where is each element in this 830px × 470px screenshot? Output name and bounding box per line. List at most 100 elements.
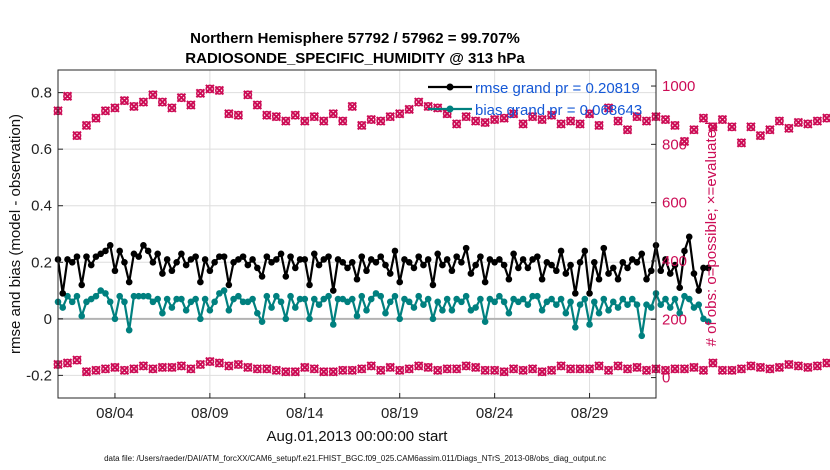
- bias-point: [187, 298, 195, 306]
- bias-point: [287, 292, 294, 300]
- bias-point: [154, 295, 161, 303]
- bias-point: [685, 295, 693, 303]
- bias-point: [467, 307, 475, 314]
- rmse-point: [671, 261, 679, 269]
- rmse-point: [235, 256, 242, 263]
- rmse-point: [401, 256, 408, 263]
- rmse-point: [173, 258, 180, 266]
- x-axis-label: Aug.01,2013 00:00:00 start: [267, 428, 449, 445]
- rmse-point: [130, 250, 138, 258]
- rmse-point: [87, 261, 95, 269]
- footnote-data-file: data file: /Users/raeder/DAI/ATM_forcXX/…: [104, 454, 606, 463]
- rmse-point: [268, 258, 275, 266]
- rmse-point: [415, 253, 422, 260]
- rmse-point: [500, 261, 508, 269]
- obs-count-marker: [461, 111, 471, 122]
- obs-count-marker: [736, 138, 747, 148]
- rmse-point: [496, 256, 503, 263]
- rmse-point: [453, 253, 460, 260]
- rmse-point: [277, 250, 285, 258]
- bias-point: [681, 292, 688, 300]
- obs-count-marker: [603, 103, 614, 113]
- rmse-point: [386, 270, 394, 277]
- bias-point: [301, 295, 309, 303]
- bias-point: [239, 298, 247, 306]
- bias-point: [576, 301, 584, 308]
- obs-count-marker: [129, 101, 139, 112]
- bias-point: [116, 292, 123, 300]
- bias-point: [220, 287, 228, 294]
- bias-point: [695, 301, 703, 308]
- bias-point: [515, 298, 522, 306]
- obs-count-marker-low: [252, 364, 263, 374]
- rmse-point: [258, 273, 266, 280]
- obs-count-marker: [641, 116, 652, 126]
- obs-count-marker: [138, 97, 149, 107]
- rmse-point: [424, 256, 432, 263]
- bias-point: [614, 304, 622, 311]
- obs-count-marker: [499, 113, 509, 123]
- rmse-point: [206, 267, 214, 275]
- y-tick-label-right: 800: [662, 136, 687, 153]
- obs-count-marker: [670, 120, 680, 131]
- rmse-point: [704, 264, 712, 272]
- bias-point: [505, 309, 513, 317]
- bias-point: [216, 290, 223, 297]
- rmse-point: [59, 290, 67, 297]
- chart-title-line2: RADIOSONDE_SPECIFIC_HUMIDITY @ 313 hPa: [185, 50, 525, 67]
- rmse-point: [529, 256, 536, 263]
- rmse-point: [296, 256, 304, 263]
- rmse-point: [106, 242, 114, 249]
- obs-count-marker: [100, 106, 111, 116]
- rmse-point: [676, 284, 684, 292]
- bias-point: [230, 295, 237, 303]
- bias-point: [396, 315, 404, 323]
- obs-count-marker: [271, 111, 282, 122]
- bias-point: [348, 295, 356, 303]
- rmse-point: [458, 258, 465, 266]
- obs-count-marker: [243, 90, 253, 100]
- bias-point: [415, 292, 422, 300]
- rmse-point: [609, 264, 617, 272]
- obs-count-marker-low: [224, 361, 234, 371]
- bias-point: [372, 290, 380, 297]
- bias-point: [325, 292, 332, 300]
- rmse-point: [410, 264, 418, 272]
- bias-point: [182, 307, 190, 314]
- rmse-point: [97, 250, 105, 258]
- legend-bias-label: bias grand pr = 0.068643: [475, 102, 642, 119]
- obs-count-marker: [746, 122, 756, 132]
- obs-count-marker-low: [499, 367, 509, 377]
- obs-count-marker-low: [347, 365, 357, 376]
- y-tick-label-right: 0: [662, 370, 670, 387]
- y-tick-label-left: 0.8: [31, 85, 52, 102]
- bias-point: [690, 304, 698, 311]
- rmse-point: [481, 278, 489, 286]
- obs-count-marker-low: [423, 362, 433, 373]
- bias-point: [529, 292, 536, 300]
- rmse-point: [339, 258, 347, 266]
- obs-count-marker: [252, 100, 263, 110]
- bias-point: [453, 295, 460, 303]
- obs-count-marker-low: [689, 362, 699, 373]
- obs-count-marker-low: [214, 358, 225, 368]
- bias-point: [249, 295, 256, 303]
- rmse-point: [396, 278, 404, 286]
- rmse-point: [68, 258, 76, 266]
- obs-count-marker: [119, 95, 130, 106]
- obs-count-marker-low: [338, 365, 348, 376]
- bias-point: [519, 295, 527, 303]
- bias-point: [377, 292, 385, 300]
- obs-count-marker: [62, 91, 73, 101]
- rmse-point: [638, 250, 646, 258]
- bias-point: [244, 298, 252, 306]
- obs-count-marker-low: [395, 365, 405, 376]
- bias-point: [358, 292, 366, 300]
- bias-point: [78, 312, 86, 320]
- bias-point: [638, 332, 646, 340]
- obs-count-marker: [309, 111, 319, 122]
- obs-count-marker-low: [100, 364, 111, 374]
- rmse-point: [159, 270, 166, 277]
- bias-point: [477, 295, 484, 303]
- rmse-point: [647, 267, 655, 275]
